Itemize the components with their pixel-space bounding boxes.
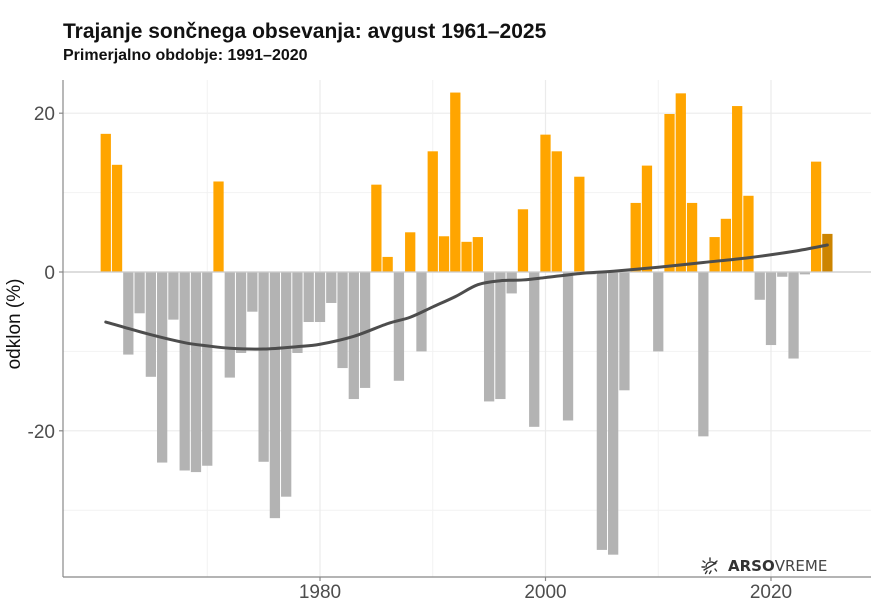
y-tick-labels: -20 0 20 — [28, 104, 55, 443]
bar-2022 — [788, 272, 799, 359]
bar-1999 — [529, 272, 540, 427]
bar-2016 — [720, 218, 732, 272]
bars — [100, 92, 833, 555]
bar-2025 — [822, 233, 833, 272]
bar-1968 — [179, 272, 190, 471]
x-tick-label: 2000 — [524, 582, 566, 598]
axes — [59, 80, 871, 581]
bar-2015 — [709, 237, 720, 272]
x-tick-label: 2020 — [750, 582, 792, 598]
bar-1970 — [202, 272, 213, 466]
bar-1966 — [157, 272, 168, 463]
bar-1963 — [123, 272, 134, 355]
bar-1982 — [337, 272, 348, 369]
bar-1978 — [292, 272, 303, 353]
bar-1979 — [303, 272, 314, 323]
y-tick-label: 0 — [44, 263, 55, 284]
bar-1988 — [405, 232, 416, 272]
y-tick-label: -20 — [28, 422, 55, 443]
bar-1961 — [100, 133, 111, 272]
bar-2020 — [765, 272, 777, 346]
arso-logo: ARSOVREME — [700, 556, 827, 576]
bar-1977 — [281, 272, 292, 497]
bar-1998 — [517, 209, 529, 272]
logo-text-light: VREME — [774, 557, 828, 575]
bar-1991 — [438, 236, 450, 272]
chart-subtitle: Primerjalno obdobje: 1991–2020 — [63, 47, 308, 64]
bar-1972 — [224, 272, 235, 378]
bar-1996 — [495, 272, 506, 400]
bar-2006 — [608, 272, 619, 555]
bar-1971 — [213, 181, 224, 272]
bar-1992 — [450, 92, 461, 272]
bar-2021 — [777, 272, 788, 277]
bar-1984 — [359, 272, 371, 388]
bar-1974 — [247, 272, 258, 312]
bar-2014 — [698, 272, 709, 437]
trend-line — [104, 243, 829, 351]
bar-2003 — [574, 176, 585, 272]
bar-1976 — [269, 272, 281, 519]
bar-1965 — [145, 272, 157, 377]
bar-1964 — [134, 272, 145, 314]
logo-text-bold: ARSO — [728, 557, 775, 575]
bar-2017 — [732, 106, 743, 272]
bar-2019 — [754, 272, 765, 300]
bar-1975 — [258, 272, 269, 462]
sun-icon — [701, 557, 718, 575]
chart-title: Trajanje sončnega obsevanja: avgust 1961… — [63, 20, 547, 43]
x-tick-labels: 1980 2000 2020 — [299, 582, 792, 598]
bar-2011 — [664, 113, 675, 272]
y-tick-label: 20 — [34, 104, 55, 125]
bar-2001 — [551, 151, 562, 272]
y-axis-title: odklon (%) — [4, 279, 25, 370]
bar-1969 — [190, 272, 202, 473]
bar-2013 — [686, 202, 698, 272]
bar-1993 — [461, 241, 472, 272]
trend — [104, 243, 829, 351]
bar-2010 — [653, 272, 664, 352]
bar-1962 — [111, 164, 123, 272]
bar-2005 — [596, 272, 608, 550]
bar-2002 — [562, 272, 574, 421]
bar-1994 — [472, 237, 483, 272]
bar-1987 — [393, 272, 405, 381]
bar-1997 — [506, 272, 517, 294]
bar-1973 — [235, 272, 247, 353]
x-tick-label: 1980 — [299, 582, 341, 598]
bar-1981 — [326, 272, 337, 303]
bar-2008 — [630, 202, 641, 272]
bar-2024 — [810, 161, 822, 272]
bar-1980 — [314, 272, 326, 323]
bar-1986 — [382, 256, 393, 272]
bar-1985 — [371, 184, 382, 272]
bar-2012 — [675, 93, 686, 272]
bar-2000 — [540, 134, 551, 272]
bar-1967 — [168, 272, 179, 320]
bar-2023 — [799, 272, 810, 275]
bar-2009 — [641, 165, 653, 272]
bar-2018 — [743, 195, 754, 272]
bar-1990 — [427, 151, 438, 272]
bar-1995 — [483, 272, 495, 402]
bar-2007 — [619, 272, 630, 391]
